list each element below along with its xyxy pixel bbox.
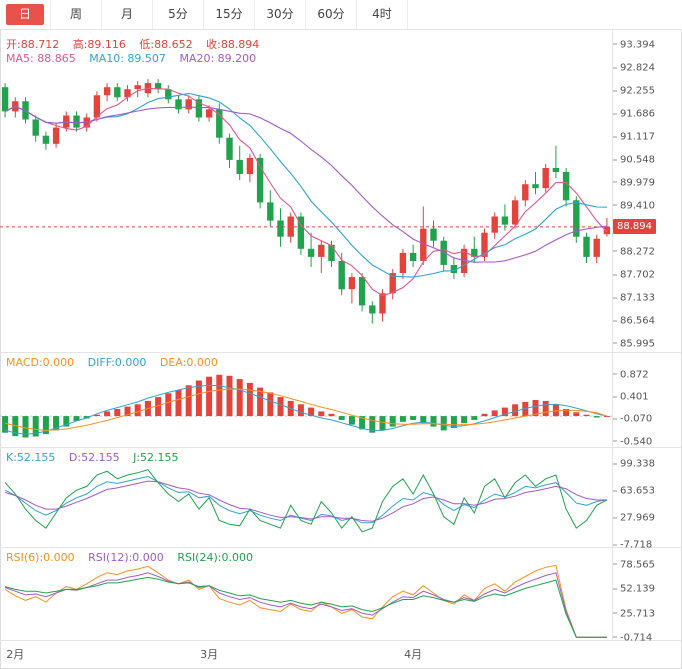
y-axis-label: 0.872 — [613, 369, 649, 380]
tab-5min-label: 5分 — [168, 7, 188, 21]
tab-4hour-label: 4时 — [372, 7, 392, 21]
y-axis-label: -0.540 — [613, 436, 652, 447]
timeframe-toolbar: 日 周 月 5分 15分 30分 60分 4时 — [0, 0, 682, 30]
y-axis: 93.394 92.824 92.255 91.686 91.117 90.548 89.9… — [612, 0, 682, 643]
open-value: 开:88.712 — [6, 38, 60, 51]
ma10-value: MA10: 89.507 — [89, 52, 166, 65]
panel-divider-macd — [0, 352, 682, 353]
y-axis-label: 85.995 — [613, 338, 655, 349]
tab-week-label: 周 — [69, 7, 82, 21]
ma-row: MA5: 88.865 MA10: 89.507 MA20: 89.200 — [6, 52, 266, 65]
macd-value: MACD:0.000 — [6, 356, 75, 369]
y-axis-label: 88.272 — [613, 246, 655, 257]
rsi6-value: RSI(6):0.000 — [6, 551, 75, 564]
tab-week[interactable]: 周 — [51, 0, 102, 29]
y-axis-label: -0.714 — [613, 632, 652, 643]
y-axis-label: 89.979 — [613, 177, 655, 188]
tab-30min[interactable]: 30分 — [255, 0, 306, 29]
rsi-chart[interactable] — [0, 547, 612, 640]
y-axis-label: 25.713 — [613, 608, 655, 619]
low-value: 低:88.652 — [139, 38, 193, 51]
y-axis-label: 92.824 — [613, 63, 655, 74]
y-axis-label: 78.565 — [613, 559, 655, 570]
macd-header: MACD:0.000 DIFF:0.000 DEA:0.000 — [6, 356, 228, 369]
d-value: D:52.155 — [68, 451, 120, 464]
y-axis-label: 89.410 — [613, 200, 655, 211]
dea-value: DEA:0.000 — [159, 356, 218, 369]
tab-15min-label: 15分 — [215, 7, 243, 21]
y-axis-border — [612, 30, 613, 640]
tab-4hour[interactable]: 4时 — [357, 0, 408, 29]
j-value: J:52.155 — [133, 451, 179, 464]
x-axis-label: 4月 — [404, 648, 423, 661]
kdj-header: K:52.155 D:52.155 J:52.155 — [6, 451, 189, 464]
kdj-chart[interactable] — [0, 447, 612, 547]
y-axis-label: 91.686 — [613, 109, 655, 120]
y-axis-label: 90.548 — [613, 155, 655, 166]
high-value: 高:89.116 — [72, 38, 126, 51]
y-axis-label: 87.133 — [613, 293, 655, 304]
close-value: 收:88.894 — [206, 38, 260, 51]
diff-value: DIFF:0.000 — [87, 356, 147, 369]
y-axis-label: 92.255 — [613, 86, 655, 97]
y-axis-label: 87.702 — [613, 270, 655, 281]
y-axis-label: -0.070 — [613, 414, 652, 425]
y-axis-label: 52.139 — [613, 584, 655, 595]
tab-month[interactable]: 月 — [102, 0, 153, 29]
price-tag: 88.894 — [613, 218, 656, 234]
y-axis-label: 99.338 — [613, 459, 655, 470]
tab-day-label: 日 — [18, 7, 31, 21]
panel-divider-xaxis — [0, 640, 682, 641]
price-chart[interactable] — [0, 30, 612, 352]
rsi24-value: RSI(24):0.000 — [177, 551, 253, 564]
tab-60min[interactable]: 60分 — [306, 0, 357, 29]
ma20-value: MA20: 89.200 — [179, 52, 257, 65]
tab-60min-label: 60分 — [317, 7, 345, 21]
k-value: K:52.155 — [6, 451, 56, 464]
y-axis-label: 86.564 — [613, 316, 655, 327]
macd-chart[interactable] — [0, 352, 612, 447]
y-axis-label: 0.401 — [613, 392, 649, 403]
rsi-header: RSI(6):0.000 RSI(12):0.000 RSI(24):0.000 — [6, 551, 263, 564]
tab-15min[interactable]: 15分 — [204, 0, 255, 29]
y-axis-label: 63.653 — [613, 486, 655, 497]
ohlc-row: 开:88.712 高:89.116 低:88.652 收:88.894 — [6, 36, 269, 52]
y-axis-label: 91.117 — [613, 132, 655, 143]
x-axis-label: 3月 — [200, 648, 219, 661]
x-axis: 2月 3月 4月 — [0, 640, 612, 669]
panel-divider-rsi — [0, 547, 682, 548]
tab-month-label: 月 — [120, 7, 133, 21]
ma5-value: MA5: 88.865 — [6, 52, 76, 65]
y-axis-label: 93.394 — [613, 39, 655, 50]
panel-divider-kdj — [0, 447, 682, 448]
tab-day[interactable]: 日 — [0, 0, 51, 29]
x-axis-label: 2月 — [6, 648, 25, 661]
y-axis-label: 27.969 — [613, 513, 655, 524]
rsi12-value: RSI(12):0.000 — [88, 551, 164, 564]
y-axis-label: -7.718 — [613, 540, 652, 551]
tab-30min-label: 30分 — [266, 7, 294, 21]
tab-5min[interactable]: 5分 — [153, 0, 204, 29]
